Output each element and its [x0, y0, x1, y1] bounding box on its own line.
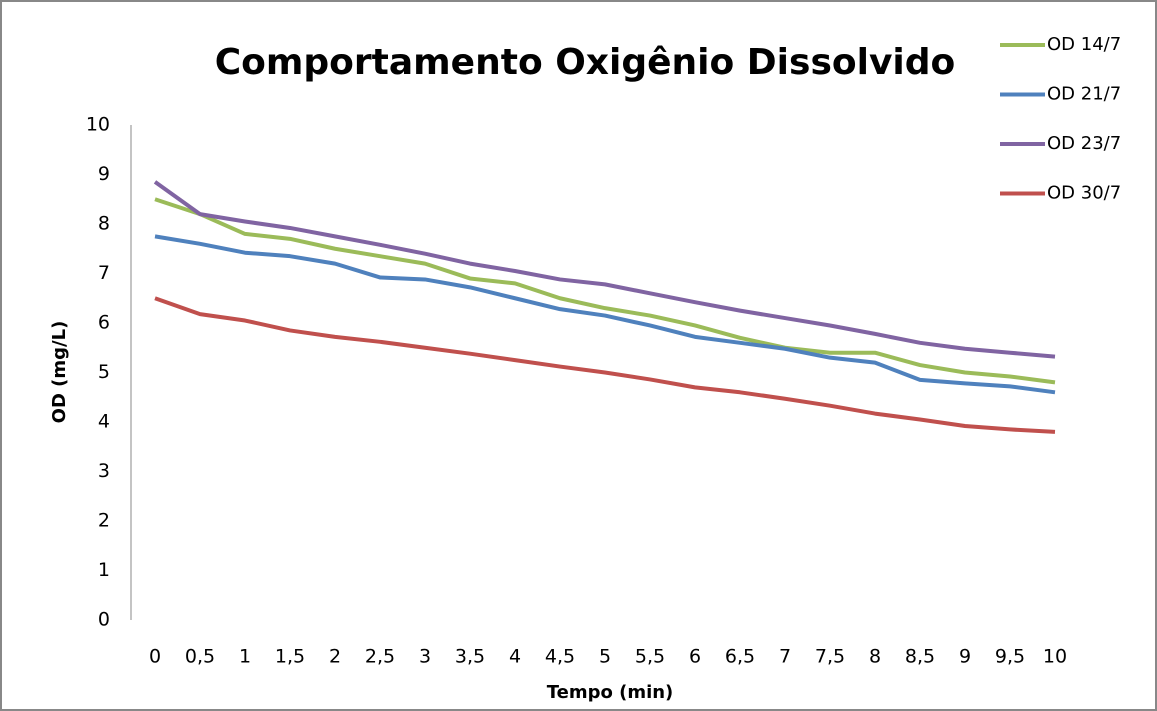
x-axis-label: Tempo (min)	[547, 682, 674, 703]
x-tick-label: 7	[779, 646, 791, 668]
x-tick-label: 8,5	[905, 646, 935, 668]
y-tick-label: 1	[98, 559, 110, 581]
x-tick-label: 4	[509, 646, 521, 668]
x-tick-label: 1,5	[275, 646, 305, 668]
series-line	[154, 234, 1056, 395]
series-line	[154, 296, 1056, 434]
y-axis-label: OD (mg/L)	[49, 321, 70, 424]
x-tick-label: 3	[419, 646, 431, 668]
y-tick-label: 8	[98, 213, 110, 235]
y-tick-label: 5	[98, 361, 110, 383]
y-tick-label: 6	[98, 312, 110, 334]
x-tick-label: 0	[149, 646, 161, 668]
x-tick-label: 7,5	[815, 646, 845, 668]
x-tick-label: 6	[689, 646, 701, 668]
y-tick-label: 10	[86, 114, 110, 136]
y-tick-label: 3	[98, 460, 110, 482]
legend-label: OD 21/7	[1047, 84, 1121, 105]
x-tick-label: 8	[869, 646, 881, 668]
x-tick-label: 9,5	[995, 646, 1025, 668]
x-tick-label: 5,5	[635, 646, 665, 668]
legend-label: OD 14/7	[1047, 34, 1121, 55]
y-tick-label: 9	[98, 163, 110, 185]
y-tick-label: 7	[98, 262, 110, 284]
legend-label: OD 30/7	[1047, 183, 1121, 204]
x-tick-label: 3,5	[455, 646, 485, 668]
series-line	[154, 197, 1056, 385]
x-tick-label: 5	[599, 646, 611, 668]
legend-label: OD 23/7	[1047, 133, 1121, 154]
series-line	[153, 180, 1056, 359]
y-tick-label: 4	[98, 411, 110, 433]
x-tick-label: 6,5	[725, 646, 755, 668]
x-tick-label: 2,5	[365, 646, 395, 668]
x-tick-label: 10	[1043, 646, 1067, 668]
x-tick-label: 4,5	[545, 646, 575, 668]
x-tick-label: 9	[959, 646, 971, 668]
x-tick-label: 0,5	[185, 646, 215, 668]
y-tick-label: 0	[98, 609, 110, 631]
x-tick-label: 2	[329, 646, 341, 668]
x-tick-label: 1	[239, 646, 251, 668]
y-tick-label: 2	[98, 510, 110, 532]
chart-title: Comportamento Oxigênio Dissolvido	[215, 42, 956, 83]
